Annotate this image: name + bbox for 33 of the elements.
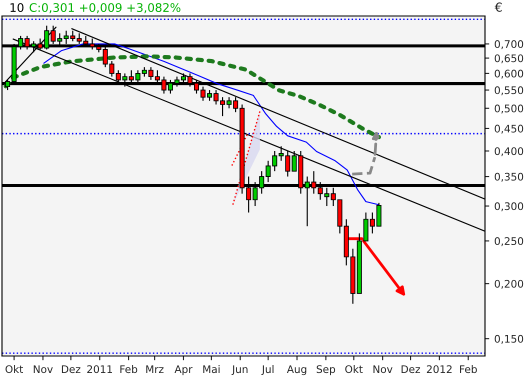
x-tick-label: Okt — [6, 365, 24, 374]
x-tick-label: Nov — [373, 365, 392, 374]
y-tick-label: 0,300 — [494, 202, 524, 212]
x-tick-label: Jul — [261, 365, 274, 376]
line-series — [4, 54, 381, 140]
x-tick-label: Mrz — [146, 365, 164, 373]
y-tick-label: 0,250 — [494, 237, 524, 246]
x-tick-label: Sep — [316, 365, 336, 376]
x-tick-label: 2012 — [426, 365, 452, 374]
y-tick-label: 0,600 — [494, 70, 524, 79]
chart-subtitle: C:0,301 +0,009 +3,082% — [30, 3, 180, 14]
y-tick-label: 0,500 — [494, 104, 524, 114]
y-tick-label: 0,700 — [494, 40, 524, 50]
x-tick-label: Okt — [345, 365, 363, 374]
y-axis-title: € — [494, 2, 502, 12]
y-tick-label: 0,150 — [494, 334, 524, 344]
x-tick-label: Dez — [62, 365, 80, 374]
x-tick-label: Nov — [34, 365, 53, 374]
x-tick-label: Feb — [460, 365, 477, 374]
y-tick-label: 0,550 — [494, 86, 524, 96]
y-tick-label: 0,450 — [494, 124, 524, 134]
y-tick-label: 0,350 — [494, 172, 524, 182]
y-tick-label: 0,200 — [494, 280, 524, 289]
x-tick-label: Feb — [120, 365, 138, 374]
x-tick-label: Dez — [402, 365, 420, 374]
x-tick-label: Aug — [286, 365, 306, 376]
x-tick-label: 2011 — [87, 365, 112, 374]
x-tick-label: Mai — [203, 365, 220, 374]
x-tick-label: Jun — [232, 365, 248, 376]
chart-title: 10 — [10, 3, 24, 12]
y-tick-label: 0,400 — [494, 147, 524, 156]
x-tick-label: Apr — [174, 365, 192, 376]
y-tick-label: 0,650 — [494, 54, 524, 64]
